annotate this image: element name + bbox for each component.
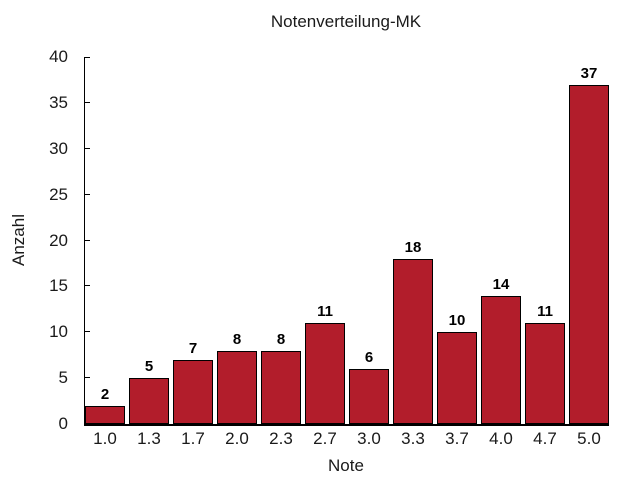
y-tick-label: 15 bbox=[49, 276, 68, 296]
y-tick-label: 30 bbox=[49, 138, 68, 158]
y-tick-label: 20 bbox=[49, 230, 68, 250]
y-tick-label: 5 bbox=[58, 368, 68, 388]
bar-value-label: 14 bbox=[492, 276, 510, 293]
x-tick-label: 1.0 bbox=[93, 429, 117, 448]
bar bbox=[305, 323, 345, 424]
x-tick-label: 3.3 bbox=[401, 429, 425, 448]
y-axis-tick bbox=[85, 57, 90, 58]
x-tick-label: 2.3 bbox=[269, 429, 293, 448]
y-tick-label: 0 bbox=[58, 414, 68, 433]
plot-area: 0 5 10 15 20 25 30 35 40 2 1.0 5 1.3 7 1.7 8 2.0 8 2.3 11 2.… bbox=[49, 48, 609, 448]
bar bbox=[481, 296, 521, 424]
x-tick-label: 5.0 bbox=[577, 429, 601, 448]
x-tick-label: 1.3 bbox=[137, 429, 161, 448]
y-axis-tick bbox=[85, 239, 90, 241]
y-tick-label: 35 bbox=[49, 92, 68, 112]
x-tick-label: 4.7 bbox=[533, 429, 557, 448]
bar-value-label: 8 bbox=[232, 331, 242, 348]
bar-value-label: 10 bbox=[448, 312, 466, 329]
bar bbox=[261, 351, 301, 424]
bar-value-label: 6 bbox=[364, 349, 374, 366]
bar-value-label: 37 bbox=[580, 65, 598, 82]
bar-value-label: 5 bbox=[144, 358, 154, 375]
bar bbox=[129, 378, 169, 424]
bar-value-label: 2 bbox=[100, 386, 110, 403]
chart-title: Notenverteilung-MK bbox=[270, 12, 422, 31]
x-tick-label: 4.0 bbox=[489, 429, 513, 448]
bar bbox=[217, 351, 257, 424]
y-axis-tick bbox=[85, 331, 90, 333]
bar-value-label: 7 bbox=[188, 340, 198, 357]
y-tick-label: 10 bbox=[49, 322, 68, 342]
y-tick-label: 25 bbox=[49, 184, 68, 204]
bar bbox=[393, 259, 433, 424]
x-tick-label: 1.7 bbox=[181, 429, 205, 448]
x-tick-label: 3.7 bbox=[445, 429, 469, 448]
bar bbox=[173, 360, 213, 424]
y-axis-tick bbox=[85, 285, 90, 287]
bar-value-label: 11 bbox=[537, 303, 553, 320]
bar bbox=[349, 369, 389, 424]
bar bbox=[437, 332, 477, 424]
bar-value-label: 8 bbox=[276, 331, 286, 348]
bar-value-label: 18 bbox=[404, 239, 422, 256]
x-axis-label: Note bbox=[328, 456, 364, 475]
y-axis-tick bbox=[85, 147, 90, 149]
y-axis-tick bbox=[85, 101, 90, 103]
y-axis-tick bbox=[85, 377, 90, 379]
y-tick-label: 40 bbox=[49, 47, 68, 66]
x-tick-label: 3.0 bbox=[357, 429, 381, 448]
x-tick-label: 2.0 bbox=[225, 429, 249, 448]
x-tick-label: 2.7 bbox=[313, 429, 337, 448]
bar bbox=[569, 85, 609, 424]
bar bbox=[525, 323, 565, 424]
y-axis-tick bbox=[85, 193, 90, 195]
bar-value-label: 11 bbox=[317, 303, 333, 320]
bar bbox=[85, 406, 125, 424]
